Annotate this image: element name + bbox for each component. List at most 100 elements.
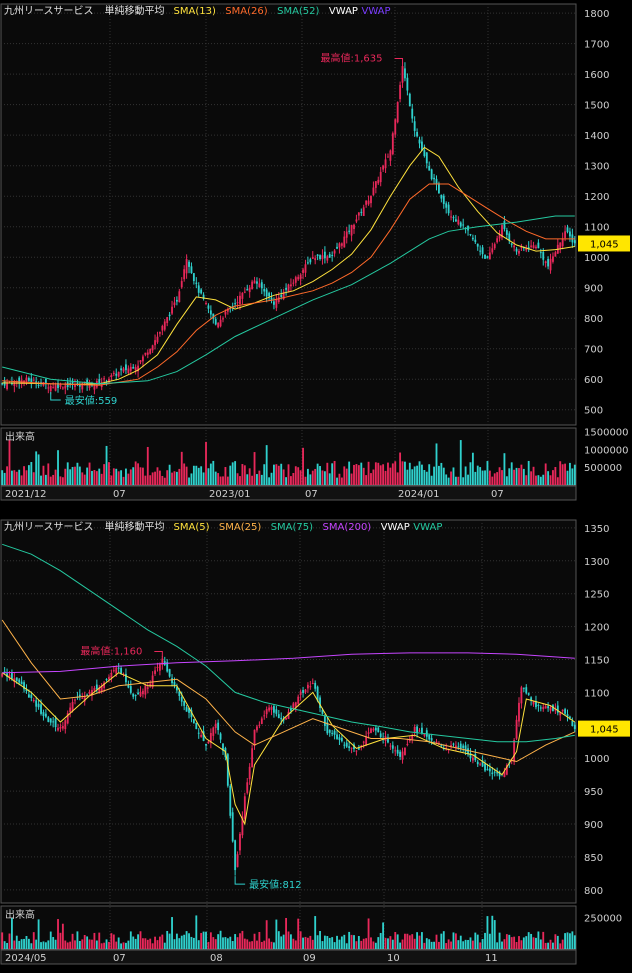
candle-body (54, 385, 57, 391)
candle-body (314, 682, 317, 689)
volume-bar (287, 464, 290, 485)
y-tick-label: 850 (584, 853, 603, 864)
volume-bar (547, 942, 550, 949)
candle-body (564, 709, 567, 714)
candle-body (110, 672, 113, 678)
indicator-name: 単純移動平均 (105, 520, 165, 533)
volume-bar (10, 917, 13, 949)
volume-bar (513, 936, 516, 949)
candle-body (547, 258, 550, 267)
candle-body (173, 302, 176, 306)
volume-bar (290, 476, 292, 485)
volume-bar (161, 475, 164, 485)
volume-bar (406, 933, 409, 949)
volume-bar (430, 475, 433, 485)
volume-bar (253, 933, 256, 949)
candle-body (391, 133, 394, 155)
volume-bar (530, 933, 533, 949)
volume-bar (76, 931, 79, 949)
stock-name: 九州リースサービス (4, 5, 94, 17)
volume-bar (146, 446, 149, 485)
volume-bar (374, 942, 377, 949)
volume-bar (467, 939, 469, 949)
sma-line (2, 652, 575, 674)
volume-bar (481, 470, 484, 485)
volume-bar (183, 463, 186, 485)
candle-body (416, 132, 419, 137)
candle-body (122, 368, 125, 372)
candle-body (345, 742, 348, 747)
candle-body (370, 195, 372, 204)
volume-bar (527, 460, 530, 485)
volume-bar (404, 933, 406, 949)
legend-entry: VWAP (362, 6, 391, 17)
candle-body (265, 709, 268, 715)
volume-bar (413, 466, 416, 485)
volume-bar (209, 463, 212, 485)
volume-bar (239, 476, 241, 485)
candle-body (61, 387, 64, 389)
volume-bar (168, 464, 171, 485)
candle-body (188, 261, 190, 267)
candle-body (273, 301, 275, 305)
candle-body (280, 717, 283, 720)
candle-body (268, 707, 271, 711)
volume-bar (13, 940, 16, 949)
high-annotation: 最高値:1,160 (80, 645, 142, 658)
candle-body (241, 292, 244, 299)
candle-body (503, 771, 506, 778)
legend-entry: SMA(26) (225, 6, 267, 17)
candle-body (151, 345, 154, 351)
candle-body (571, 720, 574, 726)
y-tick-label: 1600 (584, 70, 609, 81)
candle-body (525, 687, 528, 694)
candle-body (49, 718, 52, 723)
candle-body (156, 336, 159, 343)
last-price-tag (578, 720, 630, 737)
volume-bar (362, 938, 365, 949)
volume-bar (35, 939, 38, 949)
volume-bar (103, 942, 106, 949)
candle-body (498, 234, 501, 239)
candle-body (505, 230, 508, 235)
volume-bar (197, 467, 200, 485)
y-tick-label: 500 (584, 406, 603, 417)
volume-bar (231, 462, 234, 485)
volume-bar (384, 937, 387, 949)
volume-bar (537, 931, 540, 949)
legend-entry: VWAP (413, 522, 442, 533)
candle-body (219, 733, 222, 740)
volume-bar (222, 476, 224, 485)
candle-body (64, 385, 67, 389)
volume-bar (44, 942, 47, 949)
volume-bar (175, 471, 178, 485)
candle-body (195, 282, 198, 284)
candle-body (532, 245, 535, 249)
volume-bar (350, 934, 353, 949)
candle-body (273, 706, 275, 713)
volume-bar (190, 473, 193, 485)
volume-bar (236, 937, 239, 949)
high-marker (394, 58, 404, 65)
volume-bar (49, 931, 52, 949)
volume-bar (530, 471, 533, 485)
candle-body (139, 691, 142, 697)
x-axis-strip (0, 949, 577, 965)
volume-bar (280, 463, 283, 485)
volume-bar (212, 460, 215, 485)
volume-bar (61, 477, 64, 485)
volume-bar (66, 942, 69, 949)
volume-bar (265, 920, 268, 949)
volume-bar (37, 454, 40, 485)
candle-body (457, 219, 460, 225)
volume-bar (91, 470, 93, 485)
volume-bar (275, 919, 278, 949)
candle-body (166, 662, 169, 672)
candle-body (302, 690, 304, 693)
volume-bar (479, 942, 482, 949)
candle-body (168, 669, 171, 677)
candle-body (42, 712, 45, 717)
candle-body (285, 717, 287, 720)
volume-bar (100, 943, 103, 949)
volume-bar (183, 934, 186, 949)
